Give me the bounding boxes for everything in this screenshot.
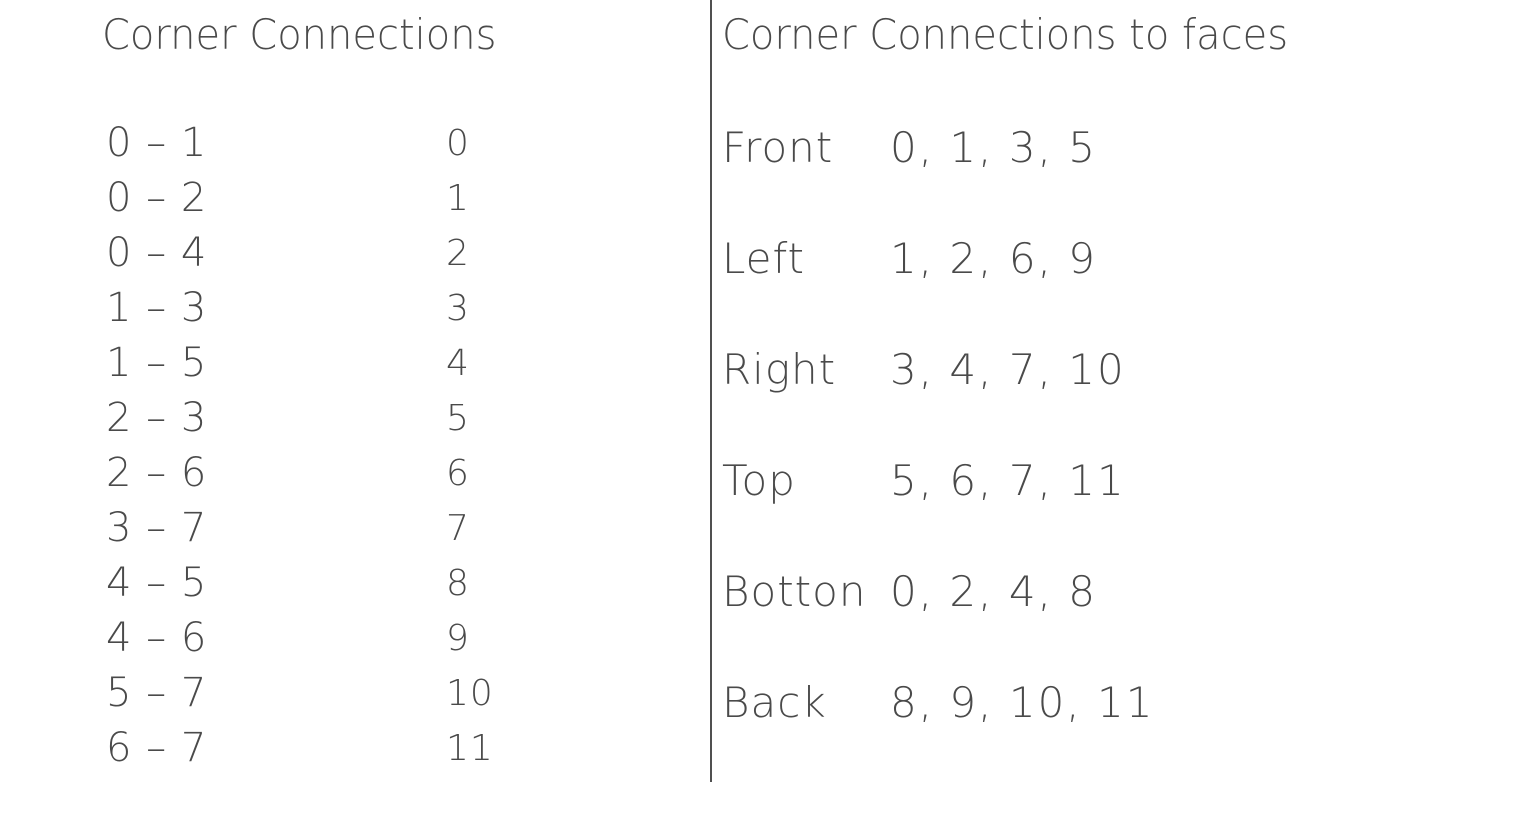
connection-index: 2 [446,233,470,274]
vertical-divider [710,0,712,782]
connection-index: 4 [446,343,470,384]
connection-index: 3 [446,288,470,329]
connection-row: 0 – 1 0 [106,116,506,171]
connection-pair: 5 – 7 [106,670,208,716]
connection-index: 1 [446,178,470,219]
face-name: Top [722,456,796,505]
face-edge-indices: 8, 9, 10, 11 [890,678,1155,727]
connection-pair: 4 – 5 [106,560,208,606]
connection-index: 7 [446,508,470,549]
connection-index: 8 [446,563,470,604]
corner-connections-list: 0 – 1 0 0 – 2 1 0 – 4 2 1 – 3 3 1 – 5 4 … [106,116,506,776]
face-row-top: Top 5, 6, 7, 11 [722,451,1282,562]
face-edge-indices: 0, 1, 3, 5 [890,123,1097,172]
connection-row: 1 – 3 3 [106,281,506,336]
face-row-bottom: Botton 0, 2, 4, 8 [722,562,1282,673]
connection-index: 5 [446,398,470,439]
connection-row: 2 – 3 5 [106,391,506,446]
connection-row: 4 – 5 8 [106,556,506,611]
connection-index: 6 [446,453,470,494]
left-section-title: Corner Connections [102,11,497,60]
connection-index: 9 [446,618,470,659]
connection-row: 5 – 7 10 [106,666,506,721]
connection-row: 6 – 7 11 [106,721,506,776]
connection-pair: 2 – 6 [106,450,208,496]
right-section-title: Corner Connections to faces [722,11,1289,60]
connection-index: 11 [446,728,494,769]
connection-pair: 1 – 5 [106,340,208,386]
face-edge-indices: 3, 4, 7, 10 [890,345,1126,394]
face-name: Botton [722,567,867,616]
connection-pair: 0 – 4 [106,230,208,276]
connection-pair: 4 – 6 [106,615,208,661]
connection-pair: 2 – 3 [106,395,208,441]
face-edge-indices: 1, 2, 6, 9 [890,234,1097,283]
face-connections-list: Front 0, 1, 3, 5 Left 1, 2, 6, 9 Right 3… [722,118,1282,784]
face-name: Back [722,678,827,727]
connection-pair: 0 – 1 [106,120,208,166]
connection-row: 0 – 4 2 [106,226,506,281]
face-row-right: Right 3, 4, 7, 10 [722,340,1282,451]
face-row-front: Front 0, 1, 3, 5 [722,118,1282,229]
connection-index: 10 [446,673,494,714]
connection-row: 2 – 6 6 [106,446,506,501]
connection-row: 0 – 2 1 [106,171,506,226]
face-name: Front [722,123,834,172]
connection-pair: 1 – 3 [106,285,208,331]
connection-index: 0 [446,123,470,164]
face-row-back: Back 8, 9, 10, 11 [722,673,1282,784]
face-edge-indices: 5, 6, 7, 11 [890,456,1126,505]
face-row-left: Left 1, 2, 6, 9 [722,229,1282,340]
connection-row: 4 – 6 9 [106,611,506,666]
connection-pair: 0 – 2 [106,175,208,221]
connection-pair: 3 – 7 [106,505,208,551]
face-edge-indices: 0, 2, 4, 8 [890,567,1097,616]
face-name: Right [722,345,837,394]
face-name: Left [722,234,806,283]
connection-pair: 6 – 7 [106,725,208,771]
connection-row: 3 – 7 7 [106,501,506,556]
connection-row: 1 – 5 4 [106,336,506,391]
